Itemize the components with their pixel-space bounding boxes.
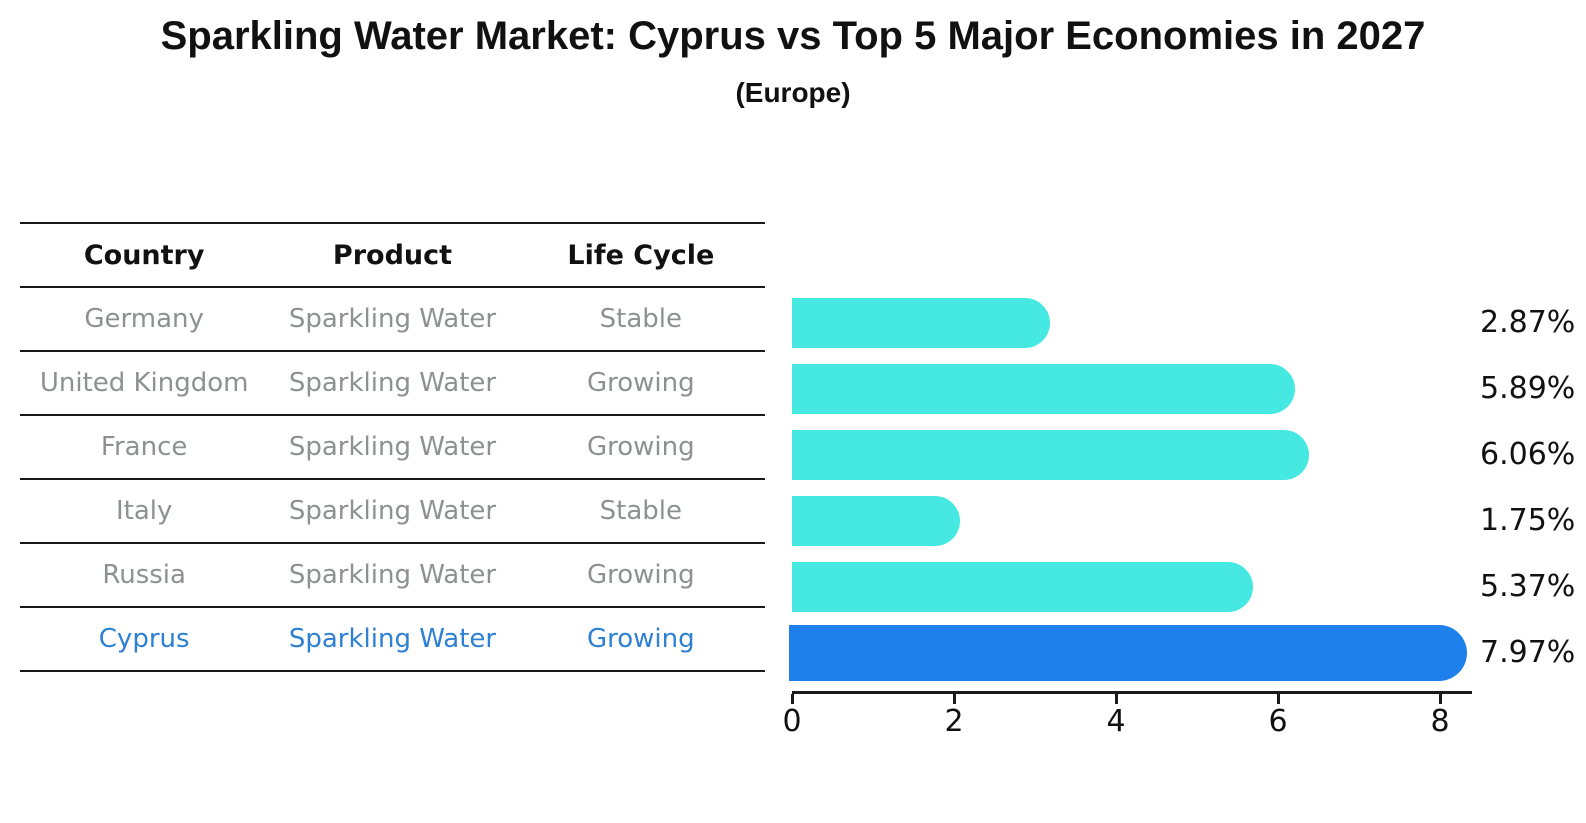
cell-country: Germany [84,304,204,334]
chart-title: Sparkling Water Market: Cyprus vs Top 5 … [160,14,1426,58]
cell-product: Sparkling Water [288,304,497,334]
bar-value-label-cyprus: 7.97% [1480,635,1576,670]
table-body: Germany Sparkling Water Stable United Kingd… [20,288,765,672]
x-axis-tick-6 [1276,694,1280,704]
x-axis-tick-2 [952,694,956,704]
x-axis-tick-label-2: 2 [944,704,964,739]
table-row-italy: Italy Sparkling Water Stable [20,480,765,544]
cell-life-cycle: Growing [586,368,695,398]
country-table: Country Product Life Cycle Germany Sparkl… [20,222,765,672]
bar-value-label-united-kingdom: 5.89% [1480,371,1576,406]
cell-product: Sparkling Water [288,496,497,526]
bar-italy [792,496,960,546]
x-axis-tick-4 [1114,694,1118,704]
table-row-russia: Russia Sparkling Water Growing [20,544,765,608]
x-axis-tick-0 [790,694,794,704]
bar-united-kingdom [792,364,1296,414]
x-axis-tick-label-6: 6 [1268,704,1288,739]
cell-country: Italy [115,496,173,526]
bar-value-label-france: 6.06% [1480,437,1576,472]
table-row-france: France Sparkling Water Growing [20,416,765,480]
cell-product: Sparkling Water [288,560,497,590]
bar-value-label-italy: 1.75% [1480,503,1576,538]
bar-cyprus [789,625,1467,681]
cell-country: Cyprus [98,624,190,654]
table-row-cyprus: Cyprus Sparkling Water Growing [20,608,765,672]
cell-life-cycle: Stable [599,496,682,526]
bar-germany [792,298,1051,348]
x-axis-tick-label-8: 8 [1430,704,1450,739]
cell-product: Sparkling Water [288,368,497,398]
bar-value-label-germany: 2.87% [1480,305,1576,340]
table-header-row: Country Product Life Cycle [20,224,765,288]
x-axis-line [792,691,1472,694]
bar-france [792,430,1309,480]
bar-russia [792,562,1253,612]
x-axis-tick-label-0: 0 [782,704,802,739]
col-header-product: Product [332,239,453,271]
cell-country: United Kingdom [39,368,249,398]
cell-life-cycle: Growing [586,560,695,590]
cell-life-cycle: Growing [586,624,695,654]
cell-life-cycle: Growing [586,432,695,462]
table-row-united-kingdom: United Kingdom Sparkling Water Growing [20,352,765,416]
x-axis-tick-label-4: 4 [1106,704,1126,739]
x-axis-tick-8 [1438,694,1442,704]
col-header-country: Country [83,239,205,271]
cell-product: Sparkling Water [288,624,497,654]
cell-life-cycle: Stable [599,304,682,334]
cell-country: Russia [102,560,186,590]
cell-country: France [100,432,188,462]
chart-subtitle: (Europe) [735,77,851,108]
cell-product: Sparkling Water [288,432,497,462]
table-row-germany: Germany Sparkling Water Stable [20,288,765,352]
col-header-life-cycle: Life Cycle [567,239,715,271]
bar-value-label-russia: 5.37% [1480,569,1576,604]
